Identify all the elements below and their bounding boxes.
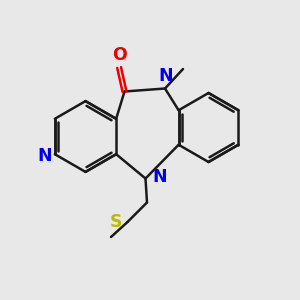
Text: N: N bbox=[152, 168, 167, 186]
Text: N: N bbox=[158, 67, 173, 85]
Text: O: O bbox=[112, 46, 127, 64]
Text: N: N bbox=[38, 147, 52, 165]
Text: S: S bbox=[110, 213, 122, 231]
